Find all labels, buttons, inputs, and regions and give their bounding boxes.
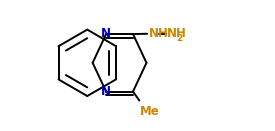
Text: 2: 2 (177, 34, 183, 43)
Text: N: N (101, 85, 111, 98)
Text: NH: NH (148, 27, 169, 40)
Text: Me: Me (140, 105, 160, 118)
Text: N: N (101, 27, 111, 40)
Text: NH: NH (167, 27, 186, 40)
